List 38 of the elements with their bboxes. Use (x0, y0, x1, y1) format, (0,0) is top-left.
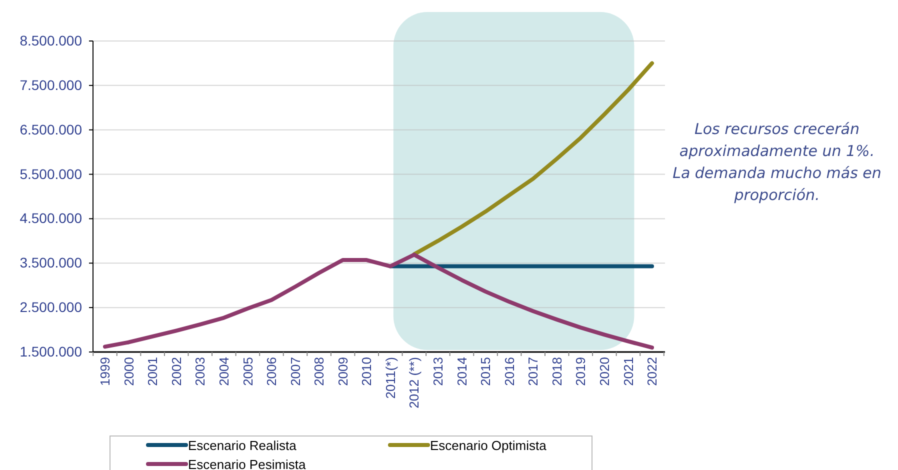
text: Los recursos crecerán aproximadamente un 1%. La demanda mucho más en proporción. (672, 119, 882, 206)
x-tick-label: 2004 (216, 357, 232, 386)
x-tick-label: 2009 (335, 357, 350, 386)
x-tick-label: 2005 (240, 357, 256, 386)
y-tick-label: 2.500.000 (20, 299, 82, 316)
x-tick-label: 2012 (**) (406, 357, 422, 408)
line-series (103, 252, 654, 350)
x-tick-label: 2013 (430, 357, 446, 386)
y-tick-label: 1.500.000 (20, 343, 82, 360)
x-tick-label: 2016 (502, 357, 517, 386)
x-tick-label: 2010 (359, 357, 374, 386)
x-tick-label: 1999 (98, 357, 113, 386)
x-tick-label: 2007 (288, 357, 303, 386)
y-tick-label: 8.500.000 (20, 32, 82, 48)
x-tick-label: 2003 (192, 357, 208, 386)
x-tick-label: 2018 (549, 357, 564, 386)
x-tick-label: 2014 (454, 357, 470, 386)
legend-label: Escenario Realista (188, 438, 298, 453)
x-tick-label: 2017 (526, 357, 541, 386)
y-tick-label: 6.500.000 (20, 121, 82, 138)
y-tick-label: 4.500.000 (20, 210, 82, 226)
y-tick-label: 7.500.000 (20, 76, 82, 93)
x-tick-label: 2011(*) (382, 357, 398, 399)
x-tick-label: 2008 (312, 357, 327, 386)
x-tick-label: 2006 (264, 357, 280, 386)
x-tick-label: 2015 (478, 357, 494, 386)
x-tick-label: 2021 (620, 357, 636, 386)
line-series (412, 61, 654, 256)
legend-label: Escenario Optimista (430, 438, 548, 453)
y-tick-label: 3.500.000 (20, 254, 82, 271)
x-tick-label: 2002 (168, 357, 184, 386)
x-tick-label: 2022 (644, 357, 660, 386)
x-tick-label: 2019 (573, 357, 588, 386)
x-tick-label: 2020 (596, 357, 612, 386)
x-tick-label: 2001 (145, 357, 160, 386)
legend-label: Escenario Pesimista (188, 457, 307, 470)
y-tick-label: 5.500.000 (20, 166, 82, 182)
x-tick-label: 2000 (121, 357, 136, 386)
